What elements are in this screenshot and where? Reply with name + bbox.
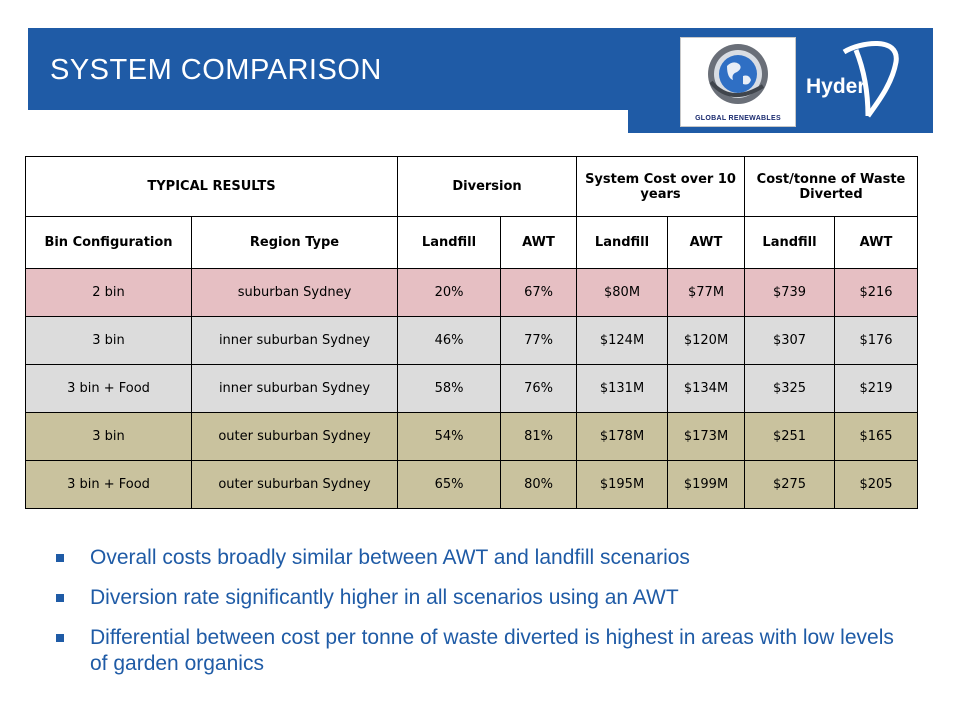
bullet-text: Differential between cost per tonne of w…: [90, 626, 894, 675]
typical-results-header: TYPICAL RESULTS: [24, 156, 399, 217]
table-cell: $77M: [667, 268, 746, 317]
bullet-item: Differential between cost per tonne of w…: [54, 625, 914, 677]
table-cell: $251: [744, 412, 836, 461]
bullet-item: Overall costs broadly similar between AW…: [54, 545, 914, 571]
table-cell: $80M: [576, 268, 669, 317]
table-cell: 3 bin + Food: [25, 460, 192, 509]
table-cell: $275: [744, 460, 836, 509]
table-cell: 58%: [397, 364, 502, 413]
column-header: AWT: [834, 216, 919, 269]
diversion-header: Diversion: [397, 156, 578, 217]
table-cell: 3 bin: [25, 316, 192, 365]
bullet-item: Diversion rate significantly higher in a…: [54, 585, 914, 611]
square-bullet-icon: [56, 554, 64, 562]
table-cell: 77%: [500, 316, 578, 365]
table-cell: 81%: [500, 412, 578, 461]
table-cell: $134M: [667, 364, 746, 413]
table-cell: $216: [834, 268, 919, 317]
table-cell: 76%: [500, 364, 578, 413]
table-cell: $199M: [667, 460, 746, 509]
table-cell: 46%: [397, 316, 502, 365]
table-cell: $120M: [667, 316, 746, 365]
table-cell: $124M: [576, 316, 669, 365]
column-header: Landfill: [576, 216, 669, 269]
results-table: TYPICAL RESULTS Diversion System Cost ov…: [24, 156, 919, 509]
partner-logo-text: GLOBAL RENEWABLES: [695, 115, 781, 122]
table-row: 3 bin + Food outer suburban Sydney 65% 8…: [25, 460, 919, 509]
table-cell: 20%: [397, 268, 502, 317]
bullet-text: Diversion rate significantly higher in a…: [90, 586, 679, 609]
table-row: 3 bin outer suburban Sydney 54% 81% $178…: [25, 412, 919, 461]
bullet-text: Overall costs broadly similar between AW…: [90, 546, 690, 569]
hyder-logo-icon: [842, 41, 899, 118]
table-cell: $178M: [576, 412, 669, 461]
table-cell: $205: [834, 460, 919, 509]
page-title: SYSTEM COMPARISON: [50, 54, 382, 86]
global-renewables-logo: GLOBAL RENEWABLES: [680, 37, 796, 127]
table-row: 3 bin inner suburban Sydney 46% 77% $124…: [25, 316, 919, 365]
square-bullet-icon: [56, 594, 64, 602]
table-cell: inner suburban Sydney: [190, 364, 399, 413]
banner-cutout: [28, 110, 628, 134]
cost-per-tonne-header: Cost/tonne of Waste Diverted: [744, 156, 919, 217]
column-header: Landfill: [397, 216, 502, 269]
bullet-list: Overall costs broadly similar between AW…: [54, 545, 914, 691]
table-cell: $739: [744, 268, 836, 317]
column-header: Bin Configuration: [25, 216, 192, 269]
group-header-row: TYPICAL RESULTS Diversion System Cost ov…: [24, 156, 919, 217]
brand-name: Hyder: [806, 75, 866, 98]
column-header: AWT: [500, 216, 578, 269]
table-cell: $176: [834, 316, 919, 365]
column-header-row: Bin Configuration Region Type Landfill A…: [25, 216, 919, 269]
table-cell: outer suburban Sydney: [190, 460, 399, 509]
column-header: Landfill: [744, 216, 836, 269]
table-cell: $325: [744, 364, 836, 413]
system-cost-header: System Cost over 10 years: [576, 156, 746, 217]
table-cell: $195M: [576, 460, 669, 509]
table-cell: 65%: [397, 460, 502, 509]
table-row: 2 bin suburban Sydney 20% 67% $80M $77M …: [25, 268, 919, 317]
column-header: Region Type: [190, 216, 399, 269]
table-cell: 3 bin: [25, 412, 192, 461]
table-cell: 2 bin: [25, 268, 192, 317]
table-cell: $173M: [667, 412, 746, 461]
table-cell: $307: [744, 316, 836, 365]
table-cell: $131M: [576, 364, 669, 413]
table-cell: inner suburban Sydney: [190, 316, 399, 365]
square-bullet-icon: [56, 634, 64, 642]
table-cell: suburban Sydney: [190, 268, 399, 317]
column-header: AWT: [667, 216, 746, 269]
table-cell: 3 bin + Food: [25, 364, 192, 413]
table-cell: 54%: [397, 412, 502, 461]
table-cell: outer suburban Sydney: [190, 412, 399, 461]
table-cell: 67%: [500, 268, 578, 317]
table-row: 3 bin + Food inner suburban Sydney 58% 7…: [25, 364, 919, 413]
table-cell: 80%: [500, 460, 578, 509]
table-cell: $219: [834, 364, 919, 413]
globe-icon: [708, 44, 768, 104]
table-cell: $165: [834, 412, 919, 461]
